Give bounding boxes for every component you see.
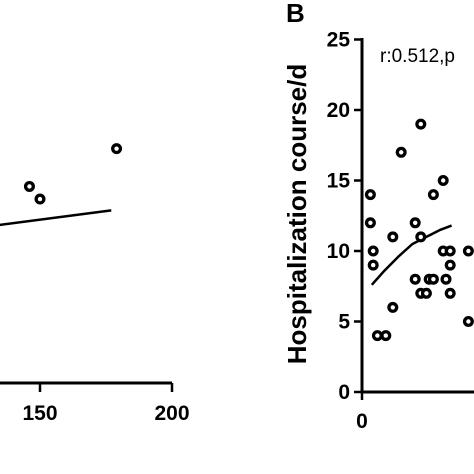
panel-b-data-point (444, 259, 456, 271)
panel-b-label: B (286, 0, 305, 28)
panel-b-data-point (409, 273, 421, 285)
panel-a-data-point (111, 143, 123, 155)
panel-b-data-point (387, 231, 399, 243)
panel-b-data-point (427, 189, 439, 201)
panel-a: 150 200 (0, 143, 190, 425)
panel-b-data-point (415, 231, 427, 243)
panel-b-data-point (462, 316, 474, 327)
panel-b-y-tick-label: 25 (327, 29, 351, 52)
panel-a-fit-line (0, 209, 112, 227)
panel-b-data-point (437, 175, 449, 186)
panel-b-data-point (364, 217, 376, 229)
panel-b-data-point (395, 146, 407, 158)
panel-b-data-point (367, 259, 379, 271)
panel-a-x-ticks: 150 200 (22, 383, 190, 425)
panel-a-points (23, 143, 123, 205)
panel-b-y-ticks: 0 5 10 15 20 25 (327, 29, 362, 404)
panel-b-data-point (409, 217, 421, 229)
panel-b-data-point (462, 245, 474, 257)
panel-b-data-point (444, 287, 456, 299)
panel-b-data-point (380, 330, 392, 342)
panel-a-x-tick-label: 200 (154, 402, 189, 425)
panel-b-data-point (415, 118, 427, 130)
panel-b-y-tick-label: 15 (327, 170, 351, 193)
panel-b-fit-line (370, 224, 453, 286)
panel-b-data-point (440, 273, 452, 285)
panel-b-data-point (387, 301, 399, 313)
panel-b-data-point (367, 245, 379, 257)
panel-b-y-tick-label: 0 (338, 381, 350, 404)
panel-b-data-point (427, 273, 439, 285)
panel-a-data-point (23, 180, 35, 192)
panel-b-data-point (444, 245, 456, 257)
panel-b-data-point (371, 330, 383, 342)
panel-b: B Hospitalization course/d 0 5 10 15 20 25 0 … (282, 0, 474, 433)
panel-b-points (364, 118, 474, 342)
panel-a-data-point (34, 193, 46, 205)
panel-b-y-tick-label: 5 (338, 311, 350, 334)
panel-b-y-axis-title: Hospitalization course/d (282, 64, 312, 365)
panel-b-y-tick-label: 10 (327, 240, 350, 263)
panel-b-x-ticks: 0 (356, 392, 368, 433)
panel-b-data-point (364, 189, 376, 201)
panel-b-stat-annotation: r:0.512,p (380, 46, 455, 67)
panel-a-x-tick-label: 150 (22, 402, 57, 425)
panel-b-y-tick-label: 20 (327, 99, 350, 122)
panel-b-data-point (420, 287, 432, 299)
panel-b-x-tick-label: 0 (356, 410, 368, 433)
